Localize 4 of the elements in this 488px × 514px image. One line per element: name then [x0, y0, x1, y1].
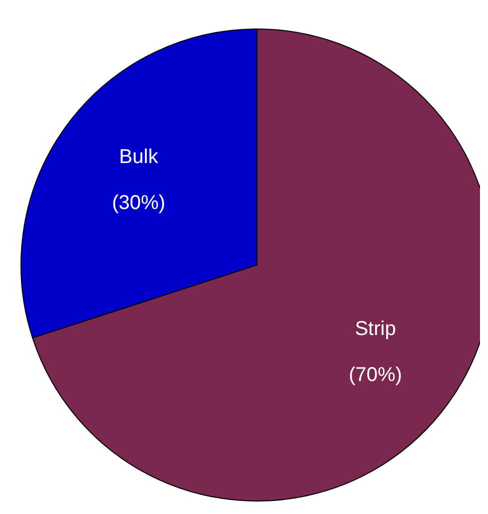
- slice-label: Strip: [354, 318, 396, 340]
- slice-label: Bulk: [119, 146, 160, 168]
- data-label: (30%): [112, 192, 166, 214]
- data-label: (70%): [348, 364, 402, 386]
